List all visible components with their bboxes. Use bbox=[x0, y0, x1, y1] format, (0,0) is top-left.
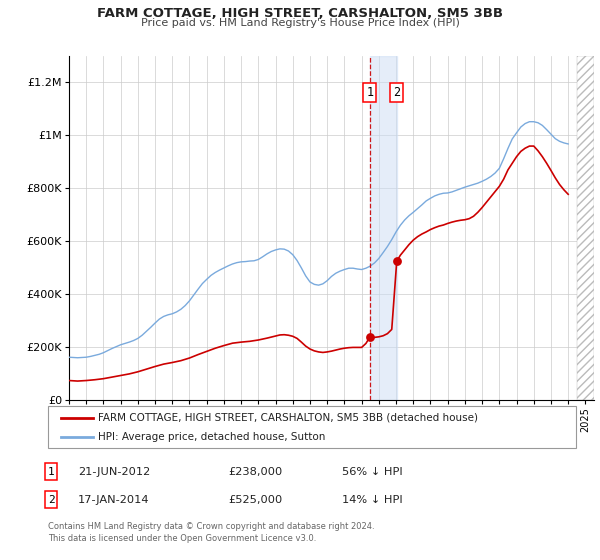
Bar bbox=[370, 56, 397, 400]
Text: 2: 2 bbox=[393, 86, 400, 99]
Point bbox=[365, 333, 374, 342]
Text: 14% ↓ HPI: 14% ↓ HPI bbox=[342, 494, 403, 505]
Text: £238,000: £238,000 bbox=[228, 466, 282, 477]
Text: HPI: Average price, detached house, Sutton: HPI: Average price, detached house, Sutt… bbox=[98, 432, 326, 442]
Text: Contains HM Land Registry data © Crown copyright and database right 2024.
This d: Contains HM Land Registry data © Crown c… bbox=[48, 522, 374, 543]
Text: 2: 2 bbox=[47, 494, 55, 505]
Text: 21-JUN-2012: 21-JUN-2012 bbox=[78, 466, 150, 477]
Text: FARM COTTAGE, HIGH STREET, CARSHALTON, SM5 3BB: FARM COTTAGE, HIGH STREET, CARSHALTON, S… bbox=[97, 7, 503, 20]
Text: 17-JAN-2014: 17-JAN-2014 bbox=[78, 494, 149, 505]
Text: FARM COTTAGE, HIGH STREET, CARSHALTON, SM5 3BB (detached house): FARM COTTAGE, HIGH STREET, CARSHALTON, S… bbox=[98, 413, 478, 423]
Text: £525,000: £525,000 bbox=[228, 494, 282, 505]
Text: 56% ↓ HPI: 56% ↓ HPI bbox=[342, 466, 403, 477]
Text: 1: 1 bbox=[366, 86, 373, 99]
Text: 1: 1 bbox=[47, 466, 55, 477]
Text: Price paid vs. HM Land Registry's House Price Index (HPI): Price paid vs. HM Land Registry's House … bbox=[140, 18, 460, 28]
Point bbox=[392, 257, 401, 266]
